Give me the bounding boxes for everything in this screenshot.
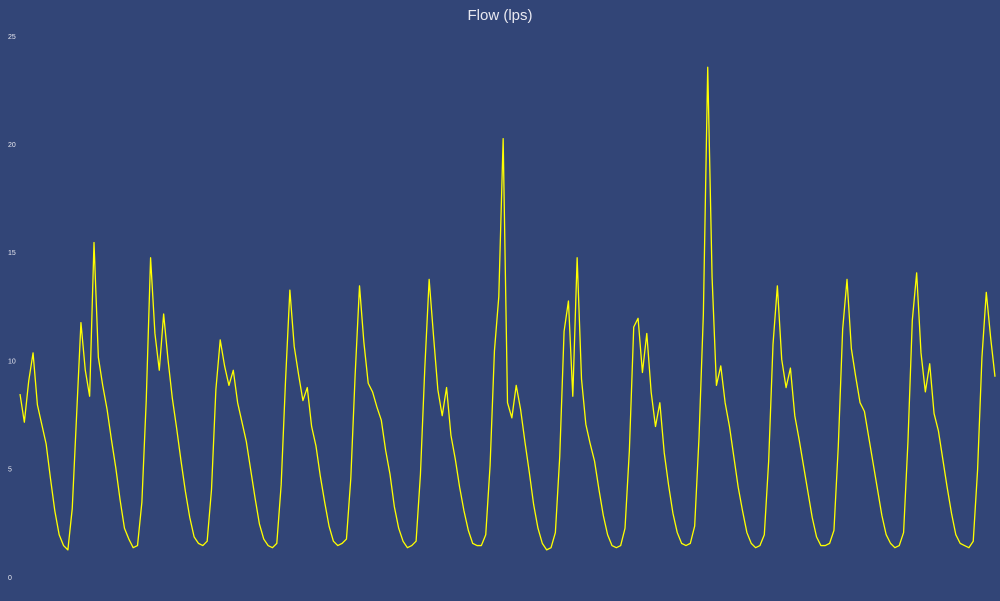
y-tick-label: 5 [8, 467, 12, 474]
y-tick-label: 0 [8, 575, 12, 582]
y-tick-label: 20 [8, 142, 16, 149]
y-tick-label: 10 [8, 358, 16, 365]
flow-line [19, 66, 996, 551]
y-tick-label: 25 [8, 34, 16, 41]
chart-title: Flow (lps) [467, 7, 532, 24]
y-tick-label: 15 [8, 250, 16, 257]
